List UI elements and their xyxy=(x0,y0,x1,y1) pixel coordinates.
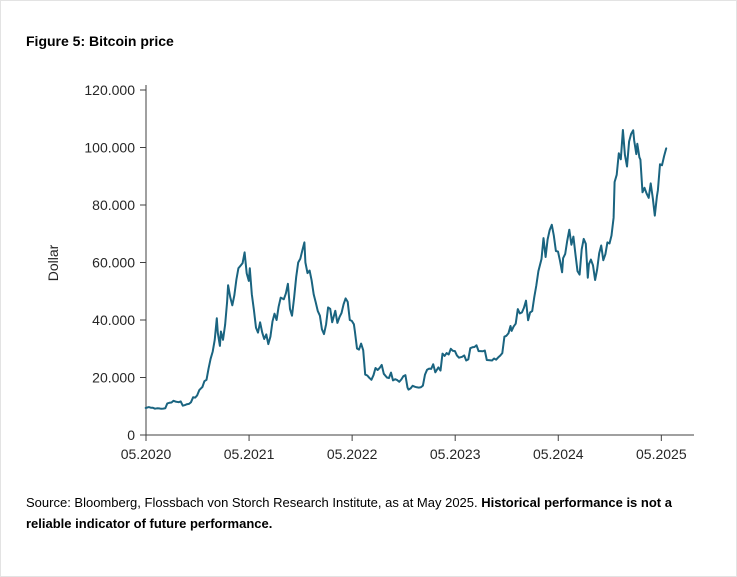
x-axis-tick-label: 05.2020 xyxy=(121,446,172,462)
source-text: Source: Bloomberg, Flossbach von Storch … xyxy=(26,495,482,510)
x-axis-tick-label: 05.2023 xyxy=(430,446,481,462)
y-axis-tick-label: 60.000 xyxy=(92,255,135,271)
x-axis-tick-label: 05.2021 xyxy=(224,446,275,462)
axis-lines xyxy=(145,85,694,436)
y-axis-tick-label: 40.000 xyxy=(92,312,135,328)
y-axis-tick-label: 0 xyxy=(127,427,135,443)
disclaimer-text: Historical performance is not a reliable… xyxy=(26,495,672,531)
x-axis-tick-label: 05.2024 xyxy=(533,446,584,462)
x-axis-tick-label: 05.2025 xyxy=(636,446,687,462)
y-axis-tick-label: 80.000 xyxy=(92,197,135,213)
y-axis-title: Dollar xyxy=(45,244,61,281)
bitcoin-price-chart: Dollar 0 20.000 40.000 60.000 80.000 100.000 1… xyxy=(45,82,694,462)
y-axis-tick-label: 120.000 xyxy=(84,82,135,98)
x-axis-tick-label: 05.2022 xyxy=(327,446,378,462)
source-note: Source: Bloomberg, Flossbach von Storch … xyxy=(26,493,718,535)
price-line xyxy=(144,129,668,410)
y-axis-tick-label: 100.000 xyxy=(84,140,135,156)
figure-title: Figure 5: Bitcoin price xyxy=(26,33,174,49)
y-axis-tick-label: 20.000 xyxy=(92,370,135,386)
